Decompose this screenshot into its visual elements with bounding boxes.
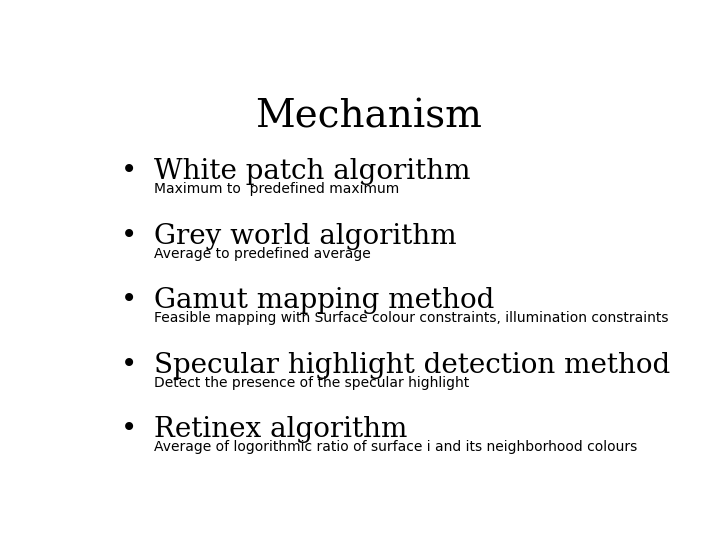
Text: Maximum to  predefined maximum: Maximum to predefined maximum: [154, 183, 400, 197]
Text: Detect the presence of the specular highlight: Detect the presence of the specular high…: [154, 376, 469, 390]
Text: Grey world algorithm: Grey world algorithm: [154, 223, 456, 250]
Text: Gamut mapping method: Gamut mapping method: [154, 287, 495, 314]
Text: Retinex algorithm: Retinex algorithm: [154, 416, 408, 443]
Text: Average of logorithmic ratio of surface i and its neighborhood colours: Average of logorithmic ratio of surface …: [154, 440, 637, 454]
Text: •: •: [121, 352, 138, 379]
Text: Mechanism: Mechanism: [256, 98, 482, 135]
Text: White patch algorithm: White patch algorithm: [154, 158, 471, 185]
Text: Feasible mapping with Surface colour constraints, illumination constraints: Feasible mapping with Surface colour con…: [154, 312, 669, 326]
Text: •: •: [121, 158, 138, 185]
Text: •: •: [121, 223, 138, 250]
Text: •: •: [121, 416, 138, 443]
Text: Specular highlight detection method: Specular highlight detection method: [154, 352, 670, 379]
Text: •: •: [121, 287, 138, 314]
Text: Average to predefined average: Average to predefined average: [154, 247, 371, 261]
